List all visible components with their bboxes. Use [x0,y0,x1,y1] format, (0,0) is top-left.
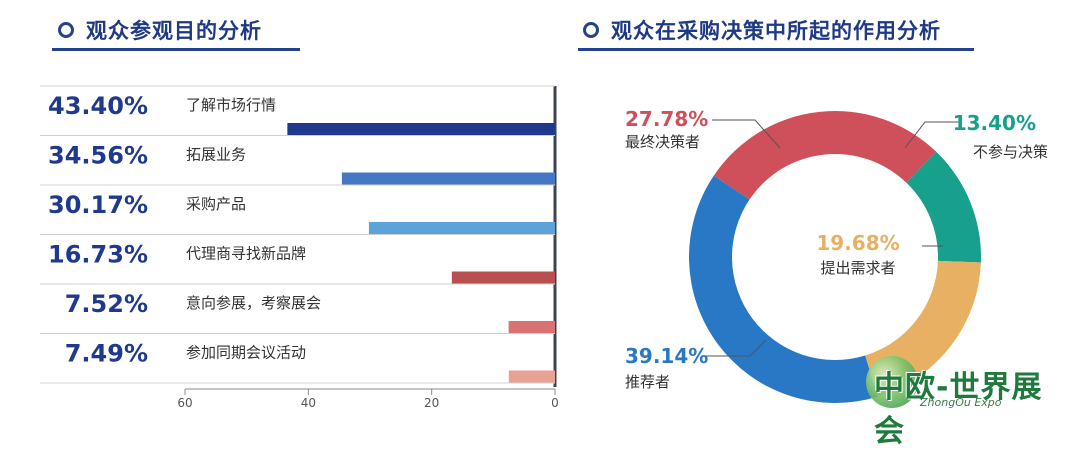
right-panel-title: 观众在采购决策中所起的作用分析 [583,14,941,46]
bar-value-label: 43.40% [48,92,148,120]
bullet-ring-icon [58,22,74,38]
bar [341,172,555,185]
left-panel-title: 观众参观目的分析 [58,14,262,46]
bar [451,271,555,284]
bar-value-label: 7.52% [65,290,148,318]
logo-sub-text: ZhongOu Expo [920,396,1002,409]
x-tick-label: 60 [177,396,192,410]
bar-value-label: 16.73% [48,241,148,269]
bar-value-label: 34.56% [48,142,148,170]
leader-line [904,121,960,149]
bar [508,321,555,333]
bar-category-label: 采购产品 [186,195,246,213]
slice-value-label: 13.40% [953,111,1036,135]
bar-category-label: 参加同期会议活动 [186,344,306,362]
x-tick-label: 20 [424,396,439,410]
slice-value-label: 19.68% [816,231,899,255]
right-title-underline [578,48,974,51]
left-panel-title-text: 观众参观目的分析 [86,19,262,43]
decision-role-donut-chart: 27.78% 最终决策者 13.40% 不参与决策 19.68% 提出需求者 39.14% 推… [625,107,1048,403]
bar [287,123,555,135]
left-title-underline [52,48,300,51]
right-panel-title-text: 观众在采购决策中所起的作用分析 [611,19,941,43]
bar [508,370,555,383]
leader-line [706,339,767,357]
bar-value-label: 30.17% [48,191,148,219]
donut-slice [906,151,982,263]
slice-category-label: 推荐者 [625,373,670,391]
slice-value-label: 39.14% [625,344,708,368]
bullet-ring-icon [583,22,599,38]
slice-category-label: 不参与决策 [973,143,1048,161]
globe-icon [866,356,918,408]
bar [368,222,555,234]
bar-category-label: 代理商寻找新品牌 [186,245,306,263]
bar-category-label: 了解市场行情 [186,96,276,114]
bar-value-label: 7.49% [65,340,148,368]
zhongou-expo-logo: 中欧-世界展会 ZhongOu Expo [866,356,1066,449]
bar-category-label: 意向参展，考察展会 [186,294,321,312]
donut-slice [713,111,937,200]
leader-line [712,119,781,149]
x-tick-label: 0 [551,396,559,410]
donut-slice [689,175,878,403]
bar-category-label: 拓展业务 [186,146,246,164]
purpose-bar-chart: 43.40% 了解市场行情 34.56% 拓展业务 30.17% 采购产品 16.73% 代理… [40,85,559,410]
slice-value-label: 27.78% [625,107,708,131]
slice-category-label: 提出需求者 [820,259,895,277]
slice-category-label: 最终决策者 [625,133,700,151]
x-tick-label: 40 [301,396,316,410]
